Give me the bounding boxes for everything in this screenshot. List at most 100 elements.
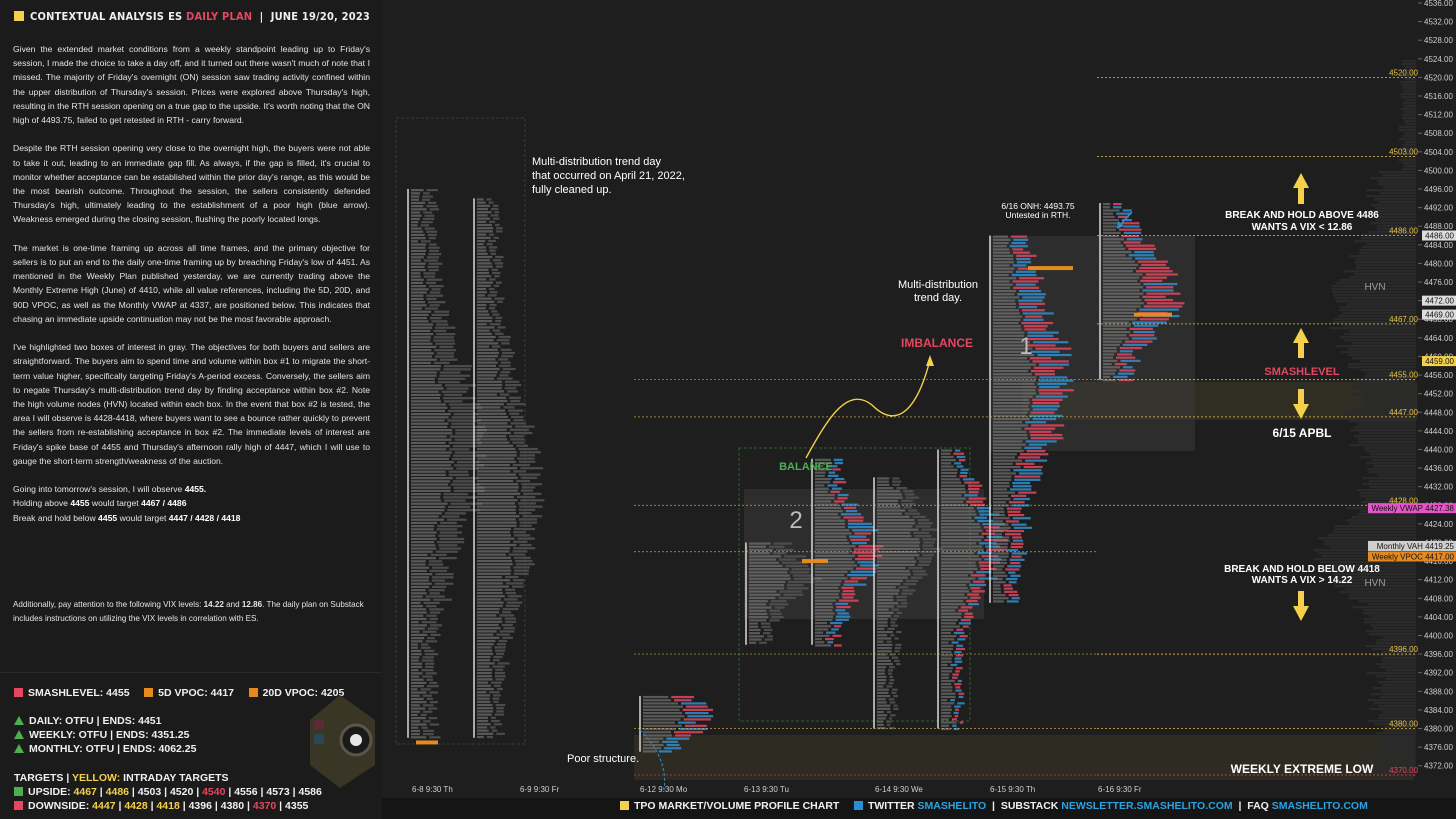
volume-bar [519, 505, 543, 508]
tpo-letters [877, 605, 894, 608]
tpo-letters [993, 453, 1017, 456]
tpo-letters [411, 470, 446, 473]
volume-bar [1143, 305, 1183, 308]
tpo-letters [477, 499, 518, 502]
tpo-letters [993, 248, 1010, 251]
volume-bar [513, 579, 525, 582]
tpo-letters [411, 598, 431, 601]
volume-bar [1401, 147, 1416, 150]
volume-bar [513, 431, 533, 435]
volume-bar [1017, 456, 1041, 459]
tpo-letters [411, 489, 451, 493]
volume-bar [775, 548, 794, 552]
volume-bar [1375, 675, 1416, 678]
separator: | [992, 800, 995, 812]
tpo-letters [877, 611, 894, 614]
tpo-letters [477, 387, 502, 390]
tpo-letters [749, 632, 760, 635]
tpo-letters [411, 413, 451, 416]
plan-date: JUNE 19/20, 2023 [270, 10, 370, 23]
target-value: 4467 [73, 786, 97, 798]
volume-bar [429, 681, 438, 685]
volume-bar [488, 201, 494, 204]
tpo-letters [411, 301, 426, 304]
volume-bar [428, 201, 437, 205]
tpo-letters [993, 257, 1014, 261]
tpo-letters [993, 264, 1010, 267]
volume-bar [908, 509, 918, 512]
tpo-letters [1103, 202, 1111, 206]
volume-bar [889, 678, 895, 682]
tpo-letters [877, 707, 891, 710]
volume-bar [441, 515, 460, 518]
volume-bar [503, 627, 515, 630]
tpo-letters [993, 251, 1010, 254]
tpo-letters [411, 240, 419, 243]
tpo-letters [477, 310, 489, 313]
volume-bar [493, 217, 500, 220]
volume-bar [1403, 105, 1416, 108]
tpo-letters [941, 529, 983, 532]
tpo-letters [941, 663, 948, 667]
tpo-letters [941, 555, 979, 558]
volume-bar [1146, 302, 1185, 305]
volume-bar [501, 355, 513, 358]
volume-bar [447, 518, 467, 521]
volume-bar [426, 294, 444, 297]
tpo-letters [411, 339, 431, 342]
volume-bar [502, 367, 516, 371]
tpo-letters [993, 568, 1003, 571]
volume-bar [1142, 295, 1166, 298]
tpo-letters [477, 694, 491, 697]
separator: | [276, 800, 286, 812]
volume-bar [429, 736, 441, 739]
volume-bar [426, 614, 437, 617]
tpo-letters [477, 723, 491, 726]
twitter-link[interactable]: SMASHELITO [917, 800, 987, 812]
volume-bar [420, 646, 431, 649]
tpo-letters [877, 518, 915, 522]
volume-bar [1374, 702, 1416, 705]
volume-bar [1348, 363, 1416, 366]
volume-bar [497, 300, 503, 303]
tpo-letters [477, 575, 502, 579]
volume-bar [454, 451, 478, 454]
faq-link[interactable]: SMASHELITO.COM [1271, 800, 1368, 812]
volume-bar [891, 608, 899, 611]
volume-bar [835, 609, 846, 612]
volume-bar [1010, 561, 1021, 565]
tpo-letters [941, 465, 954, 468]
volume-bar [1334, 576, 1416, 579]
tpo-letters [411, 736, 427, 739]
volume-bar [488, 307, 496, 310]
volume-bar [1024, 427, 1056, 430]
tpo-letters [993, 456, 1015, 459]
tpo-letters [477, 659, 490, 662]
box-1-label: 1 [1019, 333, 1032, 360]
volume-bar [954, 715, 959, 718]
price-tick-label: 4484.00 [1424, 241, 1453, 250]
volume-bar [513, 419, 524, 422]
apbl-label: 6/15 APBL [1273, 426, 1332, 440]
volume-bar [448, 403, 481, 406]
volume-bar [1400, 93, 1416, 96]
tpo-letters [411, 637, 425, 640]
logo [310, 695, 375, 788]
vpoc-bar [416, 740, 438, 745]
tpo-letters [1103, 372, 1116, 375]
tpo-letters [477, 307, 486, 310]
volume-bar [978, 510, 990, 513]
volume-bar [1354, 240, 1416, 243]
tpo-letters [411, 195, 420, 198]
substack-link[interactable]: NEWSLETTER.SMASHELITO.COM [1061, 800, 1233, 812]
volume-bar [496, 710, 504, 713]
volume-bar [1133, 324, 1159, 327]
tpo-letters [941, 667, 953, 670]
volume-bar [852, 529, 879, 532]
tpo-letters [1103, 266, 1137, 270]
volume-bar [487, 294, 497, 297]
volume-bar [833, 481, 847, 484]
tpo-letters [815, 615, 833, 618]
annotation-imbalance: IMBALANCE [901, 336, 973, 350]
tpo-letters [1103, 343, 1120, 346]
